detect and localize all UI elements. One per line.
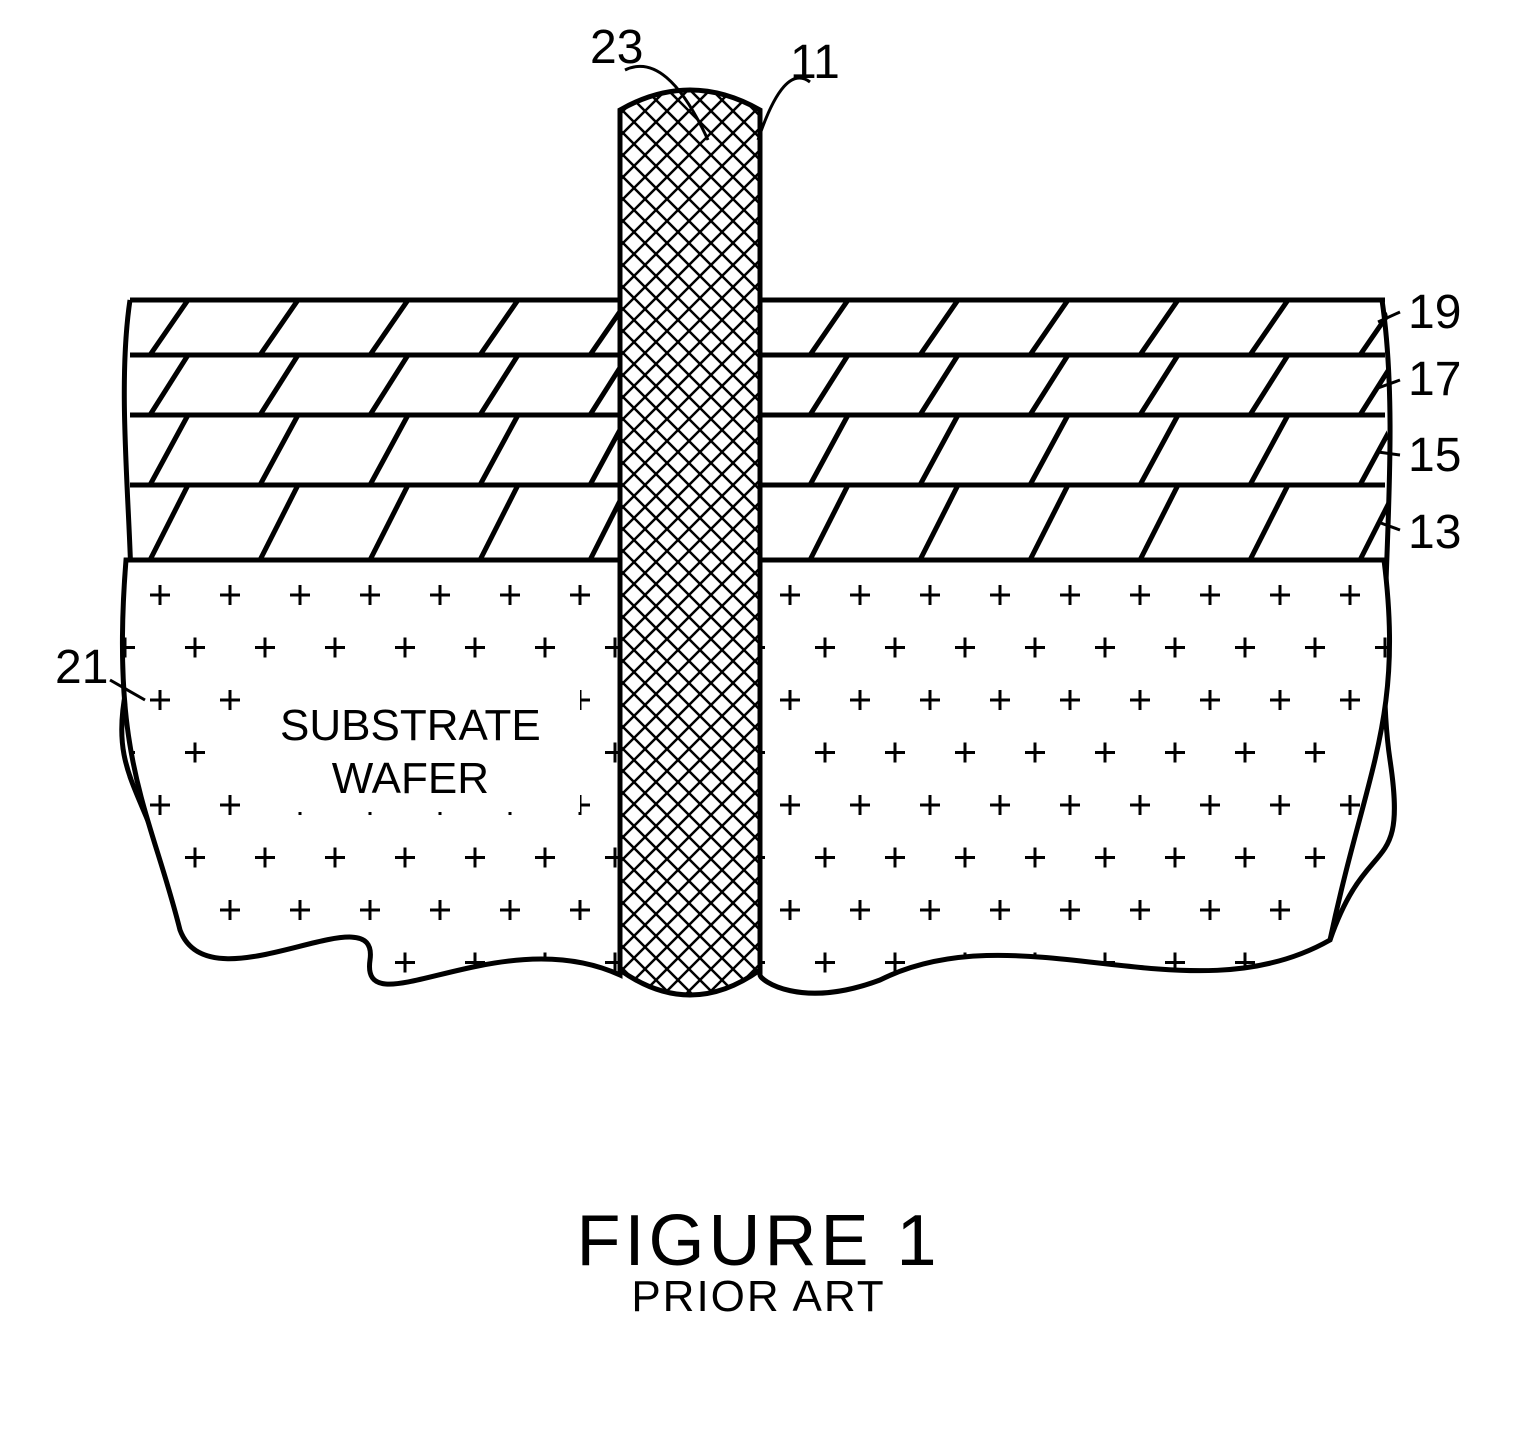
ref-label-19: 19 — [1408, 285, 1461, 340]
ref-label-15: 15 — [1408, 428, 1461, 483]
ref-label-13: 13 — [1408, 505, 1461, 560]
figure-title: FIGURE 1 — [576, 1200, 940, 1282]
substrate-label-line1: SUBSTRATE — [280, 700, 541, 753]
ref-label-17: 17 — [1408, 352, 1461, 407]
figure-subtitle: PRIOR ART — [631, 1272, 885, 1322]
substrate-label: SUBSTRATE WAFER — [280, 700, 541, 806]
ref-label-21: 21 — [55, 640, 108, 695]
substrate-label-line2: WAFER — [280, 753, 541, 806]
ref-label-11: 11 — [790, 35, 840, 90]
figure-container: 23 11 19 17 15 13 21 SUBSTRATE WAFER FIG… — [0, 0, 1517, 1438]
ref-label-23: 23 — [590, 20, 643, 75]
